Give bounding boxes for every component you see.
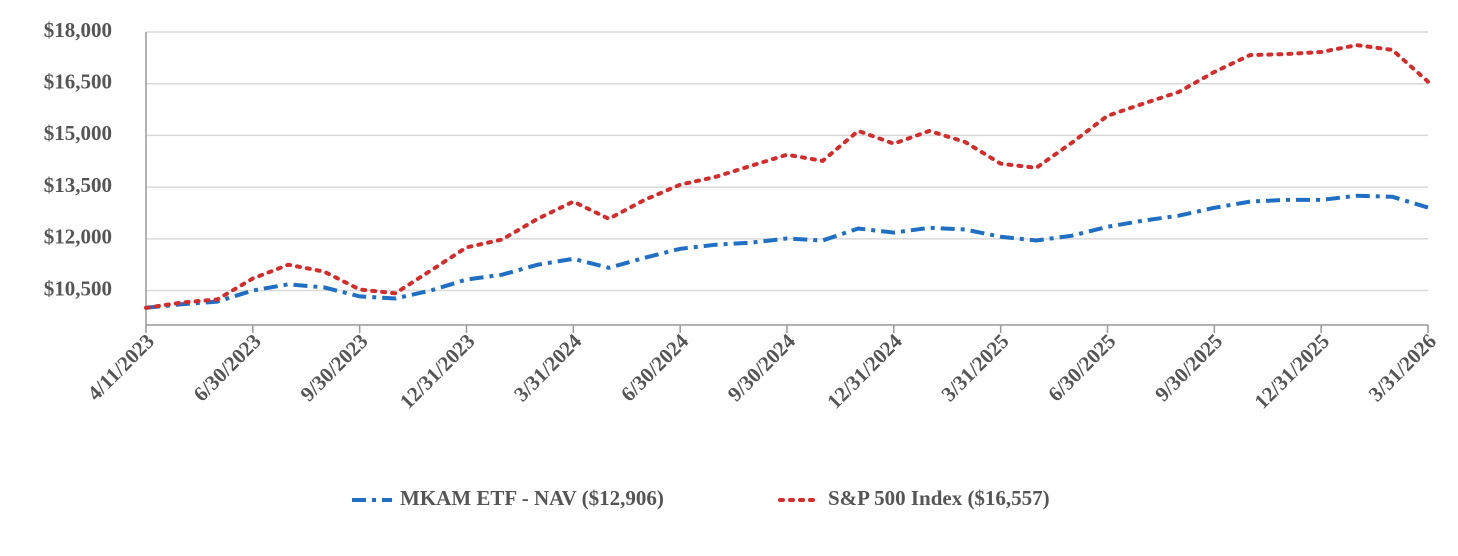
- y-tick-label: $10,500: [44, 276, 112, 300]
- x-tick-label: 9/30/2024: [723, 329, 801, 407]
- y-tick-label: $16,500: [44, 70, 112, 94]
- x-tick-label: 12/31/2023: [395, 329, 480, 414]
- series-line: [145, 193, 1429, 310]
- y-tick-label: $13,500: [44, 173, 112, 197]
- x-tick-label: 6/30/2023: [189, 329, 266, 406]
- x-tick-label: 3/31/2025: [936, 329, 1013, 406]
- y-tick-label: $12,000: [44, 225, 112, 249]
- x-tick-label: 9/30/2023: [295, 329, 372, 406]
- x-tick-label: 3/31/2026: [1364, 329, 1441, 406]
- legend-label: MKAM ETF - NAV ($12,906): [400, 486, 664, 510]
- y-tick-label: $18,000: [44, 18, 112, 42]
- legend-label: S&P 500 Index ($16,557): [828, 486, 1050, 510]
- x-tick-label: 3/31/2024: [509, 329, 587, 407]
- x-tick-label: 9/30/2025: [1150, 329, 1227, 406]
- x-tick-label: 12/31/2024: [822, 329, 907, 414]
- x-tick-label: 4/11/2023: [83, 329, 159, 405]
- series-line: [144, 43, 1430, 310]
- x-tick-label: 12/31/2025: [1249, 329, 1334, 414]
- x-tick-label: 6/30/2024: [616, 329, 694, 407]
- y-tick-label: $15,000: [44, 121, 112, 145]
- x-tick-label: 6/30/2025: [1043, 329, 1120, 406]
